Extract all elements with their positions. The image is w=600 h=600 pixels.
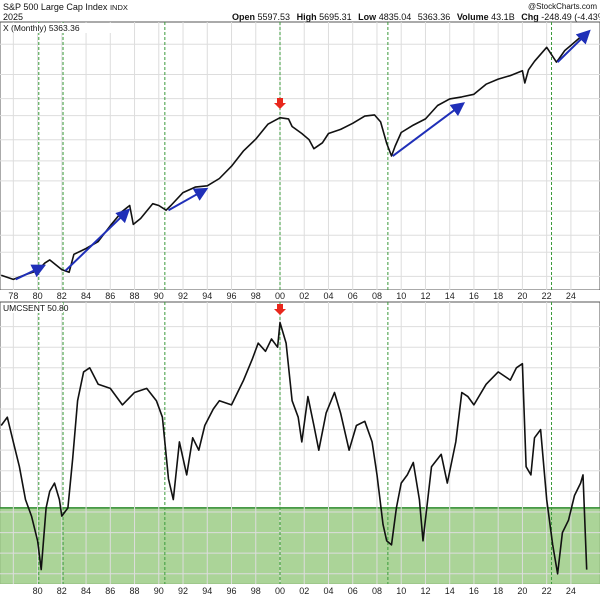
sentiment-legend: UMCSENT 50.80 <box>3 303 69 313</box>
x-tick-label: 24 <box>566 291 576 301</box>
x-tick-label: 86 <box>105 291 115 301</box>
price-panel-frame <box>0 21 600 291</box>
x-tick-label: 84 <box>81 291 91 301</box>
index-title: S&P 500 Large Cap Index INDX <box>3 2 128 12</box>
bottom-x-tick-label: 02 <box>299 586 309 596</box>
bottom-x-axis-ticks: 80 82 84 86 88 90 92 94 96 98 00 02 04 06 08 10 12 14 16 18… <box>33 586 576 596</box>
sentiment-panel-series <box>0 321 588 575</box>
bottom-x-tick-label: 14 <box>445 586 455 596</box>
x-tick-label: 00 <box>275 291 285 301</box>
bottom-x-tick-label: 96 <box>227 586 237 596</box>
x-axis-band <box>0 290 600 302</box>
x-tick-label: 08 <box>372 291 382 301</box>
sentiment-series-line <box>0 321 588 575</box>
x-tick-label: 16 <box>469 291 479 301</box>
bottom-x-tick-label: 10 <box>396 586 406 596</box>
sentiment-legend-bg <box>1 303 63 313</box>
x-tick-label: 10 <box>396 291 406 301</box>
bottom-x-tick-label: 88 <box>130 586 140 596</box>
x-axis-ticks: 78 80 82 84 86 88 90 92 94 96 98 00 02 04 06 08 10 12 14 16… <box>8 291 576 301</box>
sentiment-low-zone <box>0 507 600 584</box>
trend-arrow <box>556 29 591 63</box>
x-tick-label: 06 <box>348 291 358 301</box>
x-tick-label: 20 <box>517 291 527 301</box>
trend-arrow <box>167 187 209 212</box>
price-panel-recession-lines <box>38 22 553 290</box>
bottom-x-tick-label: 90 <box>154 586 164 596</box>
sentiment-panel-grid <box>0 302 600 584</box>
bottom-x-tick-label: 18 <box>493 586 503 596</box>
bottom-x-tick-label: 06 <box>348 586 358 596</box>
x-tick-label: 92 <box>178 291 188 301</box>
price-panel-series <box>0 33 588 281</box>
x-tick-label: 04 <box>323 291 333 301</box>
sentiment-peak-marker <box>274 304 286 315</box>
x-tick-label: 78 <box>8 291 18 301</box>
bottom-x-tick-label: 08 <box>372 586 382 596</box>
trend-arrow <box>392 102 466 157</box>
chart-header: S&P 500 Large Cap Index INDX 2025 Open 5… <box>3 2 600 22</box>
chart-date: 2025 <box>3 12 23 22</box>
bottom-x-tick-label: 00 <box>275 586 285 596</box>
price-panel-grid <box>0 22 600 290</box>
x-tick-label: 98 <box>251 291 261 301</box>
bottom-x-tick-label: 92 <box>178 586 188 596</box>
sentiment-panel-annotations <box>274 304 286 315</box>
bottom-x-tick-label: 86 <box>105 586 115 596</box>
x-tick-label: 12 <box>420 291 430 301</box>
bottom-x-tick-label: 20 <box>517 586 527 596</box>
x-tick-label: 02 <box>299 291 309 301</box>
x-tick-label: 22 <box>542 291 552 301</box>
x-tick-label: 96 <box>227 291 237 301</box>
x-tick-label: 90 <box>154 291 164 301</box>
price-series-line <box>0 33 588 281</box>
trend-arrow <box>64 208 131 272</box>
bottom-axis-band <box>0 584 600 600</box>
x-tick-label: 82 <box>57 291 67 301</box>
price-legend: X (Monthly) 5363.36 <box>3 23 80 33</box>
watermark: @StockCharts.com <box>528 2 597 11</box>
x-tick-label: 14 <box>445 291 455 301</box>
x-tick-label: 94 <box>202 291 212 301</box>
bottom-x-tick-label: 98 <box>251 586 261 596</box>
bottom-x-tick-label: 04 <box>323 586 333 596</box>
sentiment-zone <box>0 507 600 584</box>
price-peak-marker <box>274 97 286 109</box>
ohlc-readout: Open 5597.53 High 5695.31 Low 4835.04 53… <box>232 12 600 22</box>
bottom-x-tick-label: 22 <box>542 586 552 596</box>
bottom-x-tick-label: 84 <box>81 586 91 596</box>
x-tick-label: 80 <box>33 291 43 301</box>
price-legend-bg <box>1 23 115 33</box>
bottom-x-tick-label: 80 <box>33 586 43 596</box>
bottom-x-tick-label: 82 <box>57 586 67 596</box>
bottom-x-tick-label: 12 <box>420 586 430 596</box>
x-tick-label: 18 <box>493 291 503 301</box>
trend-arrow <box>15 264 47 281</box>
bottom-x-tick-label: 16 <box>469 586 479 596</box>
x-tick-label: 88 <box>130 291 140 301</box>
bottom-x-tick-label: 94 <box>202 586 212 596</box>
bottom-x-tick-label: 24 <box>566 586 576 596</box>
price-panel-annotations <box>15 29 591 281</box>
